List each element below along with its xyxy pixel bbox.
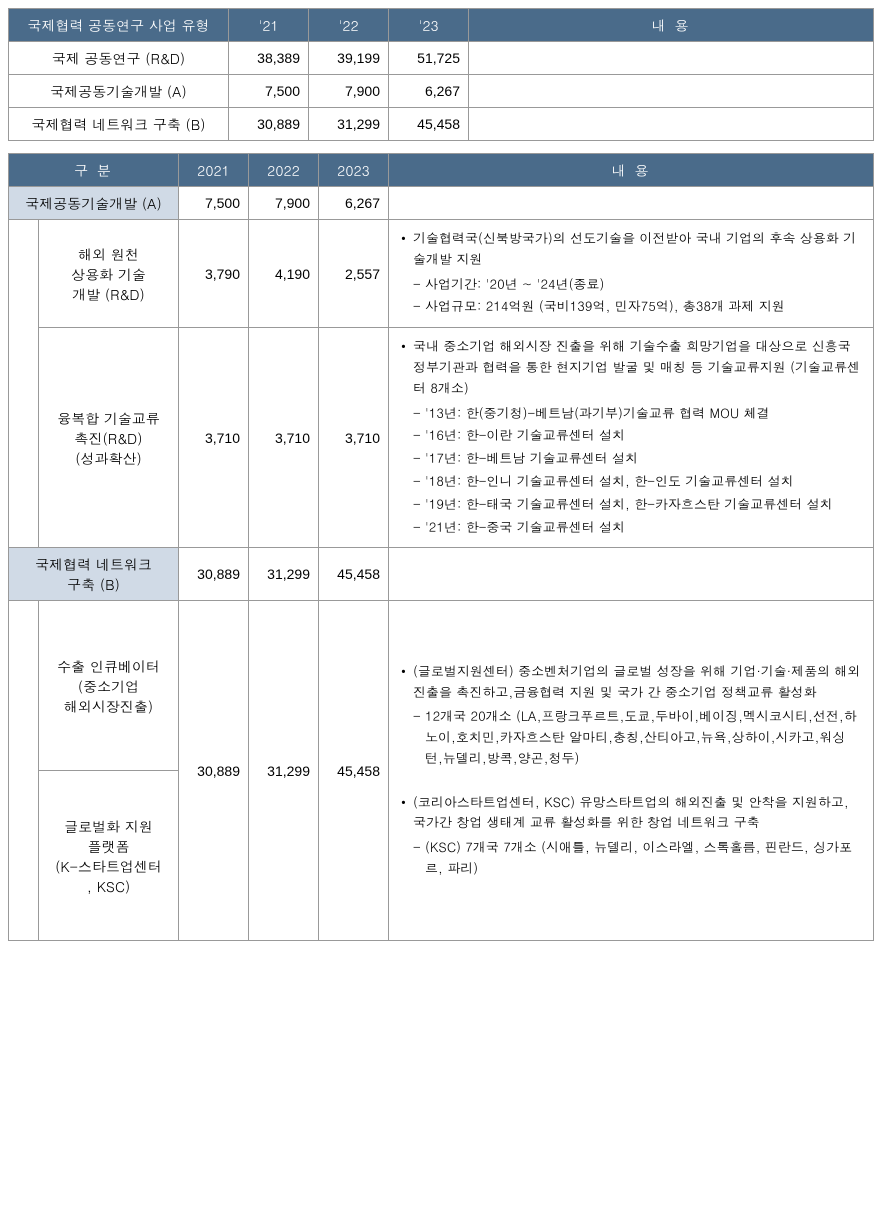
table-row: 국제협력 네트워크 구축 (B) 30,889 31,299 45,458 <box>9 548 874 601</box>
t2-a1-22: 4,190 <box>249 220 319 328</box>
t1-r1-21: 7,500 <box>229 75 309 108</box>
t2-a2-21: 3,710 <box>179 328 249 548</box>
t1-r1-label: 국제공동기술개발 (A) <box>9 75 229 108</box>
summary-table: 국제협력 공동연구 사업 유형 '21 '22 '23 내 용 국제 공동연구 … <box>8 8 874 141</box>
t2-a1-d1: 사업규모: 214억원 (국비139억, 민자75억), 총38개 과제 지원 <box>399 296 863 317</box>
t2-b2-label: 글로벌화 지원 플랫폼 (K-스타트업센터 , KSC) <box>39 771 179 941</box>
t2-b-c1-d0: 12개국 20개소 (LA,프랑크푸르트,도쿄,두바이,베이징,멕시코시티,선전… <box>399 706 863 768</box>
t2-header-2022: 2022 <box>249 154 319 187</box>
t2-a2-d1: '16년: 한-이란 기술교류센터 설치 <box>399 425 863 446</box>
t2-b-content: (글로벌지원센터) 중소벤처기업의 글로벌 성장을 위해 기업·기술·제품의 해… <box>389 601 874 941</box>
t2-secB-23: 45,458 <box>319 548 389 601</box>
t1-header-type: 국제협력 공동연구 사업 유형 <box>9 9 229 42</box>
table-row: 국제공동기술개발 (A) 7,500 7,900 6,267 <box>9 187 874 220</box>
t2-a1-label: 해외 원천 상용화 기술 개발 (R&D) <box>39 220 179 328</box>
t2-secB-content <box>389 548 874 601</box>
t1-header-content: 내 용 <box>469 9 874 42</box>
t2-a2-23: 3,710 <box>319 328 389 548</box>
t2-a2-d5: '21년: 한-중국 기술교류센터 설치 <box>399 517 863 538</box>
t2-secA-indent <box>9 220 39 548</box>
t2-secA-22: 7,900 <box>249 187 319 220</box>
t2-secB-indent <box>9 601 39 941</box>
t2-a1-21: 3,790 <box>179 220 249 328</box>
t2-b-23: 45,458 <box>319 601 389 941</box>
t2-secA-content <box>389 187 874 220</box>
t2-b-c2-d0: (KSC) 7개국 7개소 (시애틀, 뉴델리, 이스라엘, 스톡홀름, 핀란드… <box>399 837 863 879</box>
table-row: 국제공동기술개발 (A) 7,500 7,900 6,267 <box>9 75 874 108</box>
table-row: 해외 원천 상용화 기술 개발 (R&D) 3,790 4,190 2,557 … <box>9 220 874 328</box>
t2-secB-21: 30,889 <box>179 548 249 601</box>
t1-header-21: '21 <box>229 9 309 42</box>
t1-r2-23: 45,458 <box>389 108 469 141</box>
table-row: 국제 공동연구 (R&D) 38,389 39,199 51,725 <box>9 42 874 75</box>
t2-a2-d2: '17년: 한-베트남 기술교류센터 설치 <box>399 448 863 469</box>
t2-a2-b0: 국내 중소기업 해외시장 진출을 위해 기술수출 희망기업을 대상으로 신흥국 … <box>399 336 863 398</box>
t2-a2-d3: '18년: 한-인니 기술교류센터 설치, 한-인도 기술교류센터 설치 <box>399 471 863 492</box>
t1-r0-label: 국제 공동연구 (R&D) <box>9 42 229 75</box>
t2-secA-21: 7,500 <box>179 187 249 220</box>
t2-a1-23: 2,557 <box>319 220 389 328</box>
detail-table: 구 분 2021 2022 2023 내 용 국제공동기술개발 (A) 7,50… <box>8 153 874 941</box>
t2-secB-title: 국제협력 네트워크 구축 (B) <box>9 548 179 601</box>
t1-r0-21: 38,389 <box>229 42 309 75</box>
t2-header-category: 구 분 <box>9 154 179 187</box>
t2-a2-d0: '13년: 한(중기청)-베트남(과기부)기술교류 협력 MOU 체결 <box>399 403 863 424</box>
t1-r0-content <box>469 42 874 75</box>
table-row: 융복합 기술교류 촉진(R&D) (성과확산) 3,710 3,710 3,71… <box>9 328 874 548</box>
t2-b1-label: 수출 인큐베이터 (중소기업 해외시장진출) <box>39 601 179 771</box>
t1-r2-22: 31,299 <box>309 108 389 141</box>
table-row: 국제협력 네트워크 구축 (B) 30,889 31,299 45,458 <box>9 108 874 141</box>
t1-header-22: '22 <box>309 9 389 42</box>
t1-r0-23: 51,725 <box>389 42 469 75</box>
t1-r2-content <box>469 108 874 141</box>
table-row: 수출 인큐베이터 (중소기업 해외시장진출) 30,889 31,299 45,… <box>9 601 874 771</box>
t2-secA-title: 국제공동기술개발 (A) <box>9 187 179 220</box>
t2-secA-23: 6,267 <box>319 187 389 220</box>
t2-a2-d4: '19년: 한-태국 기술교류센터 설치, 한-카자흐스탄 기술교류센터 설치 <box>399 494 863 515</box>
t2-header-content: 내 용 <box>389 154 874 187</box>
t1-r1-22: 7,900 <box>309 75 389 108</box>
t2-a1-content: 기술협력국(신북방국가)의 선도기술을 이전받아 국내 기업의 후속 상용화 기… <box>389 220 874 328</box>
t2-a1-d0: 사업기간: '20년 ~ '24년(종료) <box>399 274 863 295</box>
t2-secB-22: 31,299 <box>249 548 319 601</box>
t2-a2-content: 국내 중소기업 해외시장 진출을 위해 기술수출 희망기업을 대상으로 신흥국 … <box>389 328 874 548</box>
t2-b-21: 30,889 <box>179 601 249 941</box>
t1-r1-content <box>469 75 874 108</box>
t1-r0-22: 39,199 <box>309 42 389 75</box>
t2-b-22: 31,299 <box>249 601 319 941</box>
t1-r2-label: 국제협력 네트워크 구축 (B) <box>9 108 229 141</box>
t1-header-23: '23 <box>389 9 469 42</box>
t2-b-c2-b0: (코리아스타트업센터, KSC) 유망스타트업의 해외진출 및 안착을 지원하고… <box>399 792 863 834</box>
t2-a2-22: 3,710 <box>249 328 319 548</box>
t2-header-2023: 2023 <box>319 154 389 187</box>
t1-r1-23: 6,267 <box>389 75 469 108</box>
t2-a2-label: 융복합 기술교류 촉진(R&D) (성과확산) <box>39 328 179 548</box>
t2-a1-b0: 기술협력국(신북방국가)의 선도기술을 이전받아 국내 기업의 후속 상용화 기… <box>399 228 863 270</box>
t2-header-2021: 2021 <box>179 154 249 187</box>
t1-r2-21: 30,889 <box>229 108 309 141</box>
t2-b-c1-b0: (글로벌지원센터) 중소벤처기업의 글로벌 성장을 위해 기업·기술·제품의 해… <box>399 661 863 703</box>
